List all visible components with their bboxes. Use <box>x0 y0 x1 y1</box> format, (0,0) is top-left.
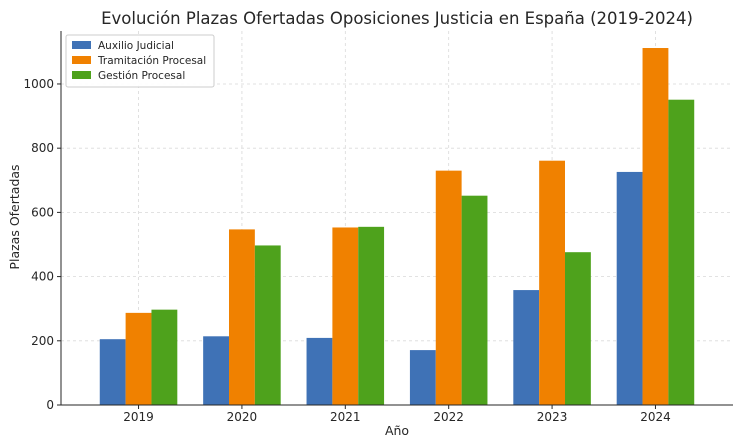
x-tick-label: 2021 <box>330 410 361 424</box>
bar-2022-2 <box>461 195 488 405</box>
bar-2019-0 <box>99 339 126 405</box>
bar-2020-1 <box>229 229 255 405</box>
x-tick-label: 2024 <box>640 410 671 424</box>
bar-2024-1 <box>642 48 669 406</box>
legend-label-0: Auxilio Judicial <box>98 40 174 52</box>
x-tick-label: 2023 <box>537 410 568 424</box>
bar-2024-0 <box>616 171 643 405</box>
bar-2021-1 <box>332 227 359 405</box>
bar-2023-1 <box>539 160 565 405</box>
y-tick-label: 800 <box>31 141 54 155</box>
y-tick-label: 200 <box>31 334 54 348</box>
bar-2023-0 <box>513 290 540 405</box>
legend-swatch-1 <box>72 56 91 64</box>
y-tick-label: 1000 <box>23 77 54 91</box>
x-tick-label: 2019 <box>123 410 154 424</box>
bar-2021-2 <box>358 226 385 405</box>
legend: Auxilio Judicial Tramitación Procesal Gest… <box>65 34 215 88</box>
y-tick-label: 600 <box>31 205 54 219</box>
bar-2023-2 <box>565 252 591 405</box>
bar-2019-1 <box>125 312 152 405</box>
x-ticks: 2019 2020 2021 2022 2023 2024 <box>123 405 671 424</box>
legend-label-2: Gestión Procesal <box>98 70 185 82</box>
axes <box>60 31 733 406</box>
bars <box>99 48 695 406</box>
x-tick-label: 2022 <box>433 410 464 424</box>
bar-2022-0 <box>409 350 436 405</box>
bar-2019-2 <box>151 309 178 405</box>
bar-2021-0 <box>306 337 333 405</box>
bar-2024-2 <box>668 99 695 405</box>
bar-2020-2 <box>254 245 281 405</box>
legend-swatch-0 <box>72 41 91 49</box>
chart-title: Evolución Plazas Ofertadas Oposiciones J… <box>101 9 693 28</box>
legend-swatch-2 <box>72 71 91 79</box>
y-tick-label: 400 <box>31 270 54 284</box>
x-tick-label: 2020 <box>227 410 258 424</box>
legend-label-1: Tramitación Procesal <box>97 55 206 67</box>
bar-2022-1 <box>435 170 462 405</box>
bar-2020-0 <box>203 336 229 405</box>
y-ticks: 0 200 400 600 800 1000 <box>23 77 61 412</box>
x-axis-label: Año <box>385 423 409 438</box>
legend-box <box>65 34 215 88</box>
y-tick-label: 0 <box>46 398 54 412</box>
y-axis-label: Plazas Ofertadas <box>7 164 22 269</box>
